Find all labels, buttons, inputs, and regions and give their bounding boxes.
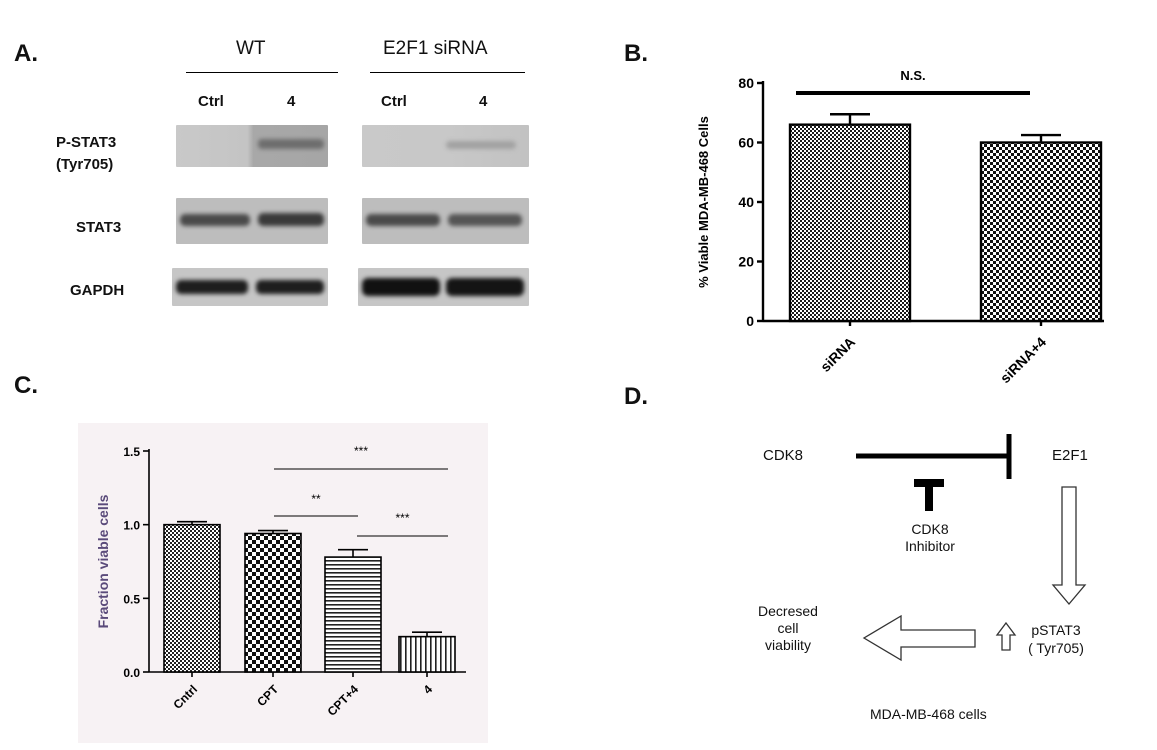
y-tick-label: 40 (738, 194, 754, 210)
group-underline-wt (186, 72, 338, 73)
y-tick-label: 1.5 (123, 445, 140, 459)
inhibitor-t-icon (914, 479, 944, 511)
y-tick-label: 0.0 (123, 666, 140, 680)
panel-a-letter: A. (14, 40, 38, 67)
bar-sirna (788, 123, 912, 323)
lane-label-4-e2f1: 4 (479, 93, 488, 110)
y-axis-label: % Viable MDA-MB-468 Cells (696, 116, 711, 288)
down-arrow-e2f1-pstat3 (1051, 486, 1087, 606)
lane-label-ctrl-wt: Ctrl (198, 93, 224, 110)
blot-p-stat3-e2f1 (362, 125, 529, 167)
y-tick-label: 0.5 (123, 592, 140, 606)
node-pstat3: pSTAT3 ( Tyr705) (1028, 622, 1084, 656)
node-e2f1: E2F1 (1052, 447, 1088, 464)
blot-gapdh-e2f1 (358, 268, 529, 306)
bar-4 (398, 635, 456, 673)
blot-stat3-e2f1 (362, 198, 529, 244)
blot-gapdh-wt (172, 268, 328, 306)
significance-label: *** (354, 444, 368, 458)
lane-label-4-wt: 4 (287, 93, 296, 110)
left-arrow-viability (862, 614, 976, 662)
node-cdk8: CDK8 (763, 447, 804, 464)
bar-sirna-4 (979, 141, 1103, 323)
up-arrow-pstat3 (995, 621, 1017, 651)
y-tick-label: 80 (738, 75, 754, 91)
significance-label: N.S. (900, 68, 925, 83)
y-tick-label: 0 (746, 313, 754, 329)
node-decreased-viability: Decresed cell viability (758, 603, 818, 653)
node-cell-line: MDA-MB-468 cells (870, 706, 987, 722)
y-tick-label: 20 (738, 254, 754, 270)
y-tick-label: 60 (738, 135, 754, 151)
row-label-gapdh: GAPDH (70, 282, 125, 299)
y-axis-label: Fraction viable cells (95, 494, 111, 628)
bar-cpt-4 (324, 556, 382, 673)
row-label-stat3: STAT3 (76, 219, 122, 236)
panel-c-letter: C. (14, 372, 38, 399)
panel-b-letter: B. (624, 40, 648, 67)
group-underline-e2f1 (370, 72, 525, 73)
significance-label: ** (311, 492, 321, 506)
group-label-e2f1-sirna: E2F1 siRNA (383, 38, 488, 59)
blot-p-stat3-wt (176, 125, 328, 167)
node-cdk8-inhibitor: CDK8 Inhibitor (905, 521, 955, 554)
y-tick-label: 1.0 (123, 519, 140, 533)
blot-stat3-wt (176, 198, 328, 244)
panel-d-letter: D. (624, 383, 648, 410)
significance-label: *** (395, 511, 409, 525)
lane-label-ctrl-e2f1: Ctrl (381, 93, 407, 110)
row-label-p-stat3: P-STAT3 (Tyr705) (56, 134, 117, 173)
group-label-wt: WT (236, 38, 266, 59)
